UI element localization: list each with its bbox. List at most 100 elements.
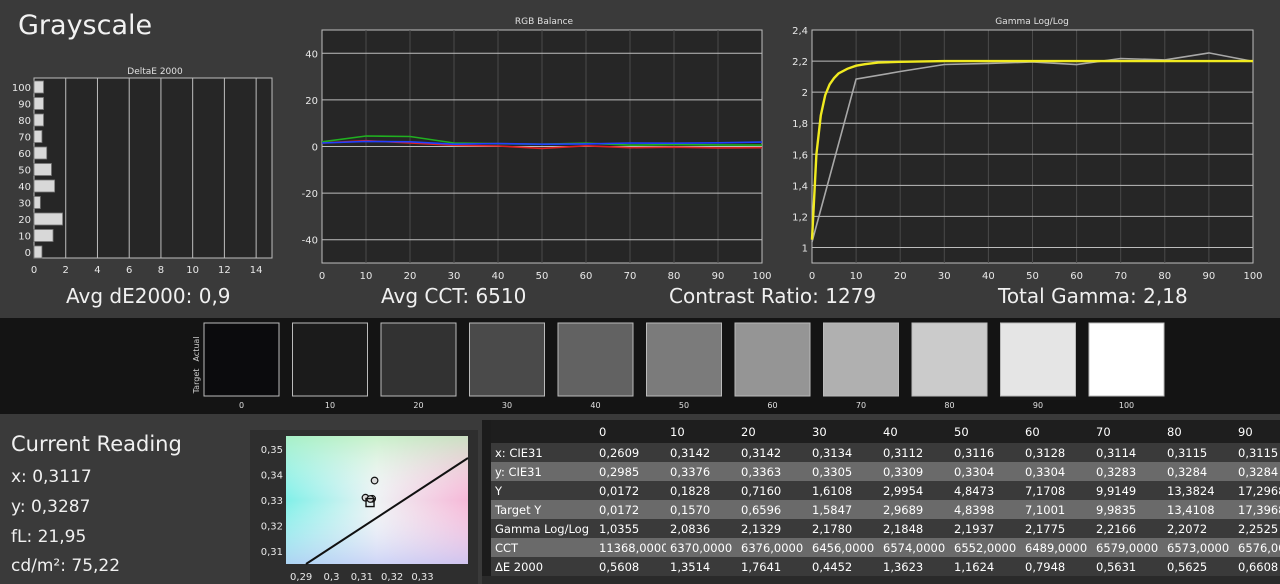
cie-x-tick: 0,3 [324,572,340,583]
rgb-x-tick: 10 [360,271,373,282]
table-gutter [482,462,491,481]
gam-x-tick: 70 [1114,271,1127,282]
table-cell: 0,3284 [1234,462,1280,481]
gam-x-tick: 40 [982,271,995,282]
swatch-100 [1088,322,1165,397]
reading-y: y: 0,3287 [11,497,91,517]
rgb-x-tick: 80 [668,271,681,282]
table-cell: 13,4108 [1163,500,1234,519]
rgb-x-tick: 20 [404,271,417,282]
gam-x-tick: 30 [938,271,951,282]
deltae-x-tick: 6 [126,265,132,276]
gam-y-tick: 1,4 [792,181,808,192]
table-row-label: CCT [491,538,595,557]
swatch-40 [557,322,634,397]
cie-target-point [365,497,375,508]
current-reading-title: Current Reading [11,432,182,456]
actual-label: Actual [192,336,201,361]
table-cell: 0,7948 [1021,557,1092,576]
deltae-x-tick: 10 [186,265,199,276]
table-cell: 2,1937 [950,519,1021,538]
table-cell: 0,7160 [737,481,808,500]
cie-y-tick: 0,32 [261,522,283,533]
table-cell: 6579,0000 [1092,538,1163,557]
table-cell: 0,0172 [595,500,666,519]
target-label: Target [192,369,201,395]
deltae-bar [33,212,63,226]
table-cell: 6370,0000 [666,538,737,557]
deltae-bar [33,130,43,143]
swatch-label: 10 [325,401,335,410]
rgb-x-tick: 90 [712,271,725,282]
table-header: 20 [737,420,808,443]
deltae-x-tick: 14 [250,265,263,276]
table-cell: 0,5608 [595,557,666,576]
deltae-y-tick: 90 [18,100,31,111]
gamma-chart: Gamma Log/Log 2,4 2,2 2 1,8 1,6 1,4 1,2 1 0 10 20… [792,17,1262,282]
swatch-label: 50 [679,401,689,410]
table-cell: 2,2166 [1092,519,1163,538]
table-row: y: CIE31 0,2985 0,3376 0,3363 0,3305 0,3309 0,… [482,462,1280,481]
table-cell: 0,3114 [1092,443,1163,462]
table-cell: 7,1708 [1021,481,1092,500]
table-row: Y 0,0172 0,1828 0,7160 1,6108 2,9954 4,8473 7,1… [482,481,1280,500]
table-cell: 0,3142 [737,443,808,462]
table-cell: 0,3283 [1092,462,1163,481]
contrast-ratio-stat: Contrast Ratio: 1279 [669,284,877,308]
table-header: 0 [595,420,666,443]
gam-x-tick: 100 [1243,271,1262,282]
deltae-bar [33,113,44,127]
reading-cdm2: cd/m²: 75,22 [11,556,121,576]
swatch-50 [646,322,722,397]
table-header: 70 [1092,420,1163,443]
swatch-label: 100 [1119,401,1134,410]
deltae-bar [33,229,54,242]
rgb-x-tick: 40 [492,271,505,282]
table-cell: 4,8473 [950,481,1021,500]
table-cell: 0,5631 [1092,557,1163,576]
table-cell: 1,1624 [950,557,1021,576]
table-cell: 0,4452 [808,557,879,576]
table-cell: 2,1848 [879,519,950,538]
deltae-y-tick: 30 [18,199,31,210]
table-cell: 6376,0000 [737,538,808,557]
rgb-x-tick: 70 [624,271,637,282]
deltae-plot-area [33,77,273,259]
total-gamma-stat: Total Gamma: 2,18 [998,284,1188,308]
table-cell: 11368,0000 [595,538,666,557]
cie-y-tick: 0,33 [261,496,283,507]
cie-x-tick: 0,33 [411,572,433,583]
swatch-70 [823,322,899,397]
deltae-y-tick: 10 [18,232,31,243]
gam-y-tick: 1 [802,243,808,254]
cie-y-tick: 0,34 [261,470,283,481]
table-row: Gamma Log/Log 1,0355 2,0836 2,1329 2,1780 2,1… [482,519,1280,538]
swatch-label: 80 [944,401,954,410]
table-cell: 0,3128 [1021,443,1092,462]
gam-y-tick: 1,8 [792,119,808,130]
table-cell: 0,6596 [737,500,808,519]
table-cell: 0,3363 [737,462,808,481]
swatch-30 [469,322,545,397]
table-cell: 1,0355 [595,519,666,538]
deltae-bar [33,245,43,259]
table-cell: 2,0836 [666,519,737,538]
table-cell: 0,3305 [808,462,879,481]
table-cell: 13,3824 [1163,481,1234,500]
table-gutter [482,557,491,576]
rgb-x-tick: 0 [319,271,325,282]
table-cell: 9,9149 [1092,481,1163,500]
deltae-y-tick: 0 [25,248,31,259]
table-header: 90 [1234,420,1280,443]
swatch-90 [1000,322,1076,397]
avg-cct-stat: Avg CCT: 6510 [381,284,527,308]
table-cell: 2,9954 [879,481,950,500]
cie-y-tick: 0,31 [261,547,283,558]
deltae-y-tick: 60 [18,149,31,160]
table-cell: 0,2985 [595,462,666,481]
table-cell: 1,5847 [808,500,879,519]
table-row-label: x: CIE31 [491,443,595,462]
table-cell: 0,1570 [666,500,737,519]
table-cell: 1,6108 [808,481,879,500]
table-cell: 0,6608 [1234,557,1280,576]
